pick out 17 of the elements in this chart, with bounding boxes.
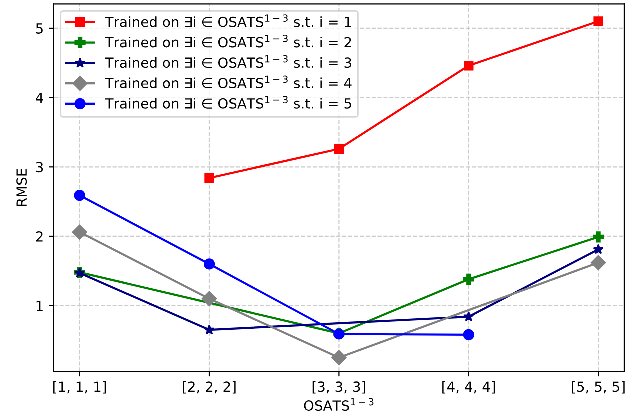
- x-tick-label: [4, 4, 4]: [442, 381, 496, 394]
- x-axis-title: OSATS$^{1−3}$: [304, 398, 374, 412]
- y-tick-label: 4: [36, 92, 44, 104]
- x-tick-label: [2, 2, 2]: [183, 381, 236, 394]
- x-tick-label: [5, 5, 5]: [572, 381, 625, 394]
- y-tick-label: 2: [36, 231, 43, 242]
- x-tick-label: [1, 1, 1]: [54, 381, 106, 394]
- y-tick-label: 3: [36, 162, 44, 173]
- x-tick-label: [3, 3, 3]: [312, 381, 366, 394]
- legend-label: Trained on ∃i ∈ OSATS$^{1−3}$ s.t. i = 4: [105, 76, 352, 89]
- y-axis-title: RMSE: [16, 169, 28, 206]
- legend-label: Trained on ∃i ∈ OSATS$^{1−3}$ s.t. i = 1: [105, 14, 352, 28]
- y-tick-label: 1: [36, 300, 43, 312]
- legend-label: Trained on ∃i ∈ OSATS$^{1−3}$ s.t. i = 5: [105, 96, 352, 109]
- legend-label: Trained on ∃i ∈ OSATS$^{1−3}$ s.t. i = 2: [105, 35, 352, 48]
- legend-label: Trained on ∃i ∈ OSATS$^{1−3}$ s.t. i = 3: [105, 55, 352, 68]
- y-tick-label: 5: [36, 24, 43, 34]
